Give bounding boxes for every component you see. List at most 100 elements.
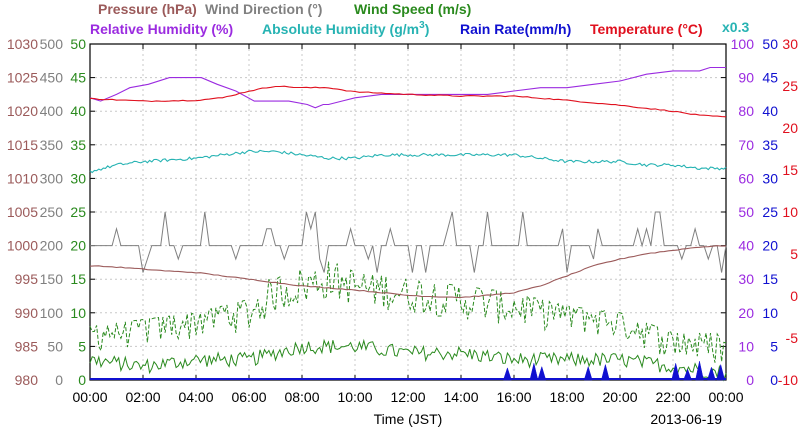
legend-wind-speed: Wind Speed (m/s)	[354, 1, 471, 17]
tick-label-wind-direction: 250	[40, 204, 64, 220]
x-axis-label: Time (JST)	[374, 411, 443, 427]
tick-label-rain-rate: 50	[762, 36, 778, 52]
tick-label-wind-speed: 40	[70, 103, 86, 119]
rain-spike	[537, 365, 547, 381]
tick-label-pressure: 1000	[7, 238, 38, 254]
tick-label-wind-speed: 35	[70, 137, 86, 153]
tick-label-x: 16:00	[496, 389, 531, 405]
tick-label-humidity: 30	[738, 271, 754, 287]
tick-label-rain-rate: 35	[762, 137, 778, 153]
tick-label-temperature: -10	[778, 372, 798, 388]
tick-label-wind-speed: 45	[70, 70, 86, 86]
tick-label-wind-direction: 500	[40, 36, 64, 52]
tick-label-pressure: 990	[15, 305, 39, 321]
tick-label-pressure: 1010	[7, 170, 38, 186]
tick-label-x: 06:00	[231, 389, 266, 405]
tick-label-pressure: 980	[15, 372, 39, 388]
tick-label-pressure: 1005	[7, 204, 38, 220]
tick-label-wind-direction: 100	[40, 305, 64, 321]
tick-label-wind-speed: 0	[78, 372, 86, 388]
tick-label-pressure: 1030	[7, 36, 38, 52]
tick-label-rain-rate: 5	[770, 338, 778, 354]
rain-spike	[707, 366, 716, 381]
tick-label-rain-rate: 40	[762, 103, 778, 119]
series-wind-gust	[89, 261, 727, 363]
tick-label-x: 14:00	[443, 389, 478, 405]
rain-spike	[503, 367, 512, 381]
legend-absolute-humidity: Absolute Humidity (g/m3)	[262, 20, 429, 37]
legend-pressure: Pressure (hPa)	[98, 1, 197, 17]
tick-label-pressure: 995	[15, 271, 39, 287]
tick-label-temperature: 20	[782, 120, 798, 136]
tick-label-rain-rate: 20	[762, 238, 778, 254]
tick-label-wind-speed: 5	[78, 338, 86, 354]
tick-label-x: 22:00	[655, 389, 690, 405]
tick-label-wind-speed: 30	[70, 170, 86, 186]
series-relative-humidity	[89, 66, 726, 109]
rain-spike	[671, 363, 681, 381]
tick-label-rain-rate: 10	[762, 305, 778, 321]
legend-relative-humidity: Relative Humidity (%)	[90, 21, 233, 37]
legend-rain-rate: Rain Rate(mm/h)	[460, 21, 571, 37]
series-absolute-humidity-g-m-x	[89, 149, 727, 174]
tick-label-humidity: 20	[738, 305, 754, 321]
tick-label-x: 00:00	[708, 389, 743, 405]
rain-spike	[583, 365, 593, 381]
tick-label-wind-direction: 0	[55, 372, 63, 388]
tick-label-temperature: 5	[790, 246, 798, 262]
tick-label-humidity: 10	[738, 338, 754, 354]
tick-label-x: 18:00	[549, 389, 584, 405]
tick-label-rain-rate: 30	[762, 170, 778, 186]
tick-label-temperature: 25	[782, 78, 798, 94]
tick-label-x: 08:00	[284, 389, 319, 405]
tick-label-wind-direction: 50	[47, 338, 63, 354]
legend-temperature: Temperature (°C)	[590, 21, 703, 37]
tick-label-pressure: 1025	[7, 70, 38, 86]
tick-label-wind-speed: 15	[70, 271, 86, 287]
tick-label-x: 00:00	[72, 389, 107, 405]
tick-label-humidity: 60	[738, 170, 754, 186]
legend-absolute-humidity-sup: 3	[419, 20, 425, 31]
rain-spike	[601, 364, 610, 381]
tick-label-wind-speed: 20	[70, 238, 86, 254]
tick-label-wind-direction: 350	[40, 137, 64, 153]
legend: Pressure (hPa) Wind Direction (°) Wind S…	[90, 1, 749, 37]
rain-spike	[529, 363, 539, 381]
legend-absolute-humidity-close: )	[425, 21, 430, 37]
tick-label-wind-direction: 400	[40, 103, 64, 119]
legend-scale-note: x0.3	[722, 19, 749, 35]
tick-label-wind-speed: 50	[70, 36, 86, 52]
tick-label-humidity: 80	[738, 103, 754, 119]
tick-label-rain-rate: 0	[770, 372, 778, 388]
rain-spike	[683, 368, 692, 381]
series-wind-direction	[90, 211, 727, 273]
tick-label-wind-direction: 200	[40, 238, 64, 254]
tick-label-rain-rate: 15	[762, 271, 778, 287]
right-axes: 1009080706050403020100504540353025201510…	[721, 36, 798, 388]
tick-label-x: 04:00	[178, 389, 213, 405]
series-wind-speed	[89, 338, 727, 382]
tick-label-humidity: 0	[746, 372, 754, 388]
tick-label-pressure: 985	[15, 338, 39, 354]
tick-label-humidity: 40	[738, 238, 754, 254]
tick-label-temperature: 0	[790, 288, 798, 304]
tick-label-temperature: 10	[782, 204, 798, 220]
series-layer	[89, 66, 727, 382]
tick-label-wind-direction: 150	[40, 271, 64, 287]
series-pressure-hpa	[89, 245, 727, 299]
tick-label-pressure: 1015	[7, 137, 38, 153]
legend-wind-direction: Wind Direction (°)	[205, 1, 322, 17]
tick-label-wind-direction: 300	[40, 170, 64, 186]
tick-label-temperature: 30	[782, 36, 798, 52]
tick-label-wind-speed: 25	[70, 204, 86, 220]
rain-spike	[716, 364, 726, 381]
tick-label-pressure: 1020	[7, 103, 38, 119]
tick-label-wind-direction: 450	[40, 70, 64, 86]
chart-date: 2013-06-19	[650, 411, 722, 427]
tick-label-humidity: 100	[731, 36, 755, 52]
tick-label-x: 02:00	[125, 389, 160, 405]
tick-label-rain-rate: 45	[762, 70, 778, 86]
series-temperature-c	[89, 85, 727, 118]
tick-label-temperature: -5	[786, 330, 799, 346]
